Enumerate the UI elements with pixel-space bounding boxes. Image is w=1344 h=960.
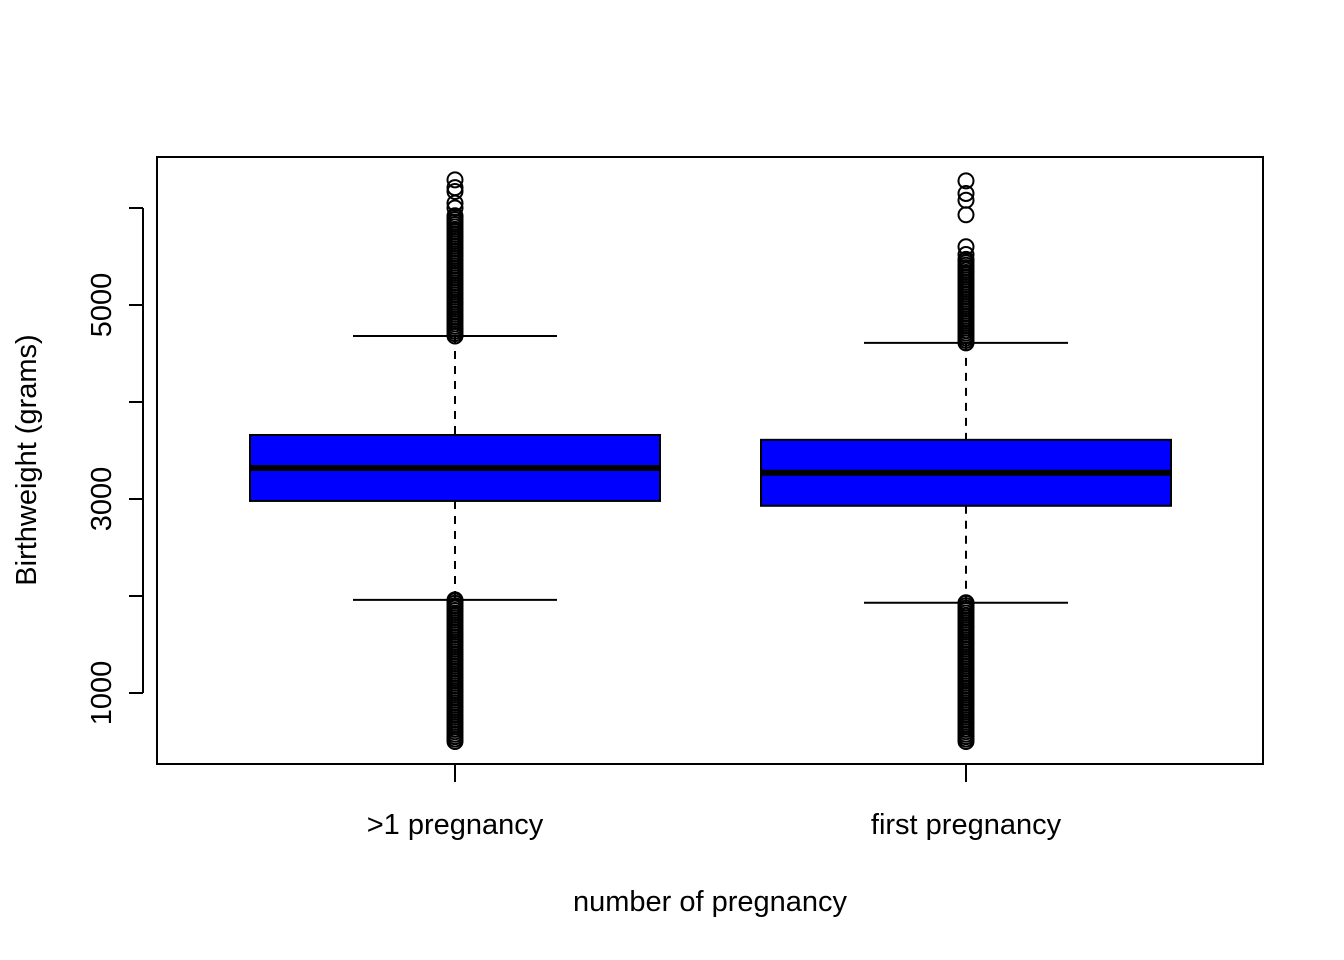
outlier-point — [446, 207, 464, 225]
x-tick-label: first pregnancy — [871, 809, 1062, 841]
outlier-point — [957, 250, 975, 268]
outliers — [957, 172, 975, 750]
outlier-point — [957, 191, 975, 209]
y-tick-label: 3000 — [86, 467, 118, 532]
x-axis-label: number of pregnancy — [573, 886, 848, 918]
outlier-point — [957, 184, 975, 202]
y-axis: 1000 3000 5000 — [86, 207, 144, 726]
box-1 — [249, 171, 661, 750]
outlier-point — [446, 199, 464, 217]
box-2 — [760, 172, 1172, 750]
outlier-point — [957, 238, 975, 256]
outlier-point — [446, 171, 464, 189]
outlier-point — [957, 246, 975, 264]
outlier-point — [957, 594, 975, 612]
outlier-point — [446, 591, 464, 609]
outlier-point — [446, 179, 464, 197]
y-tick-label: 5000 — [86, 273, 118, 338]
x-tick-label: >1 pregnancy — [367, 809, 544, 841]
outlier-point — [957, 172, 975, 190]
box-group — [249, 171, 1172, 750]
y-axis-label: Birthweight (grams) — [11, 334, 43, 585]
x-axis: >1 pregnancy first pregnancy — [367, 763, 1062, 841]
outliers — [446, 171, 464, 750]
outlier-point — [957, 206, 975, 224]
y-tick-label: 1000 — [86, 661, 118, 726]
